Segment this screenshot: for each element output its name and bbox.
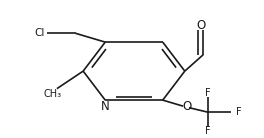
Text: F: F xyxy=(205,126,211,136)
Text: O: O xyxy=(182,100,191,113)
Text: F: F xyxy=(235,107,241,117)
Text: F: F xyxy=(205,88,211,98)
Text: CH₃: CH₃ xyxy=(44,89,62,99)
Text: N: N xyxy=(101,100,110,113)
Text: Cl: Cl xyxy=(34,28,45,38)
Text: O: O xyxy=(196,19,205,32)
